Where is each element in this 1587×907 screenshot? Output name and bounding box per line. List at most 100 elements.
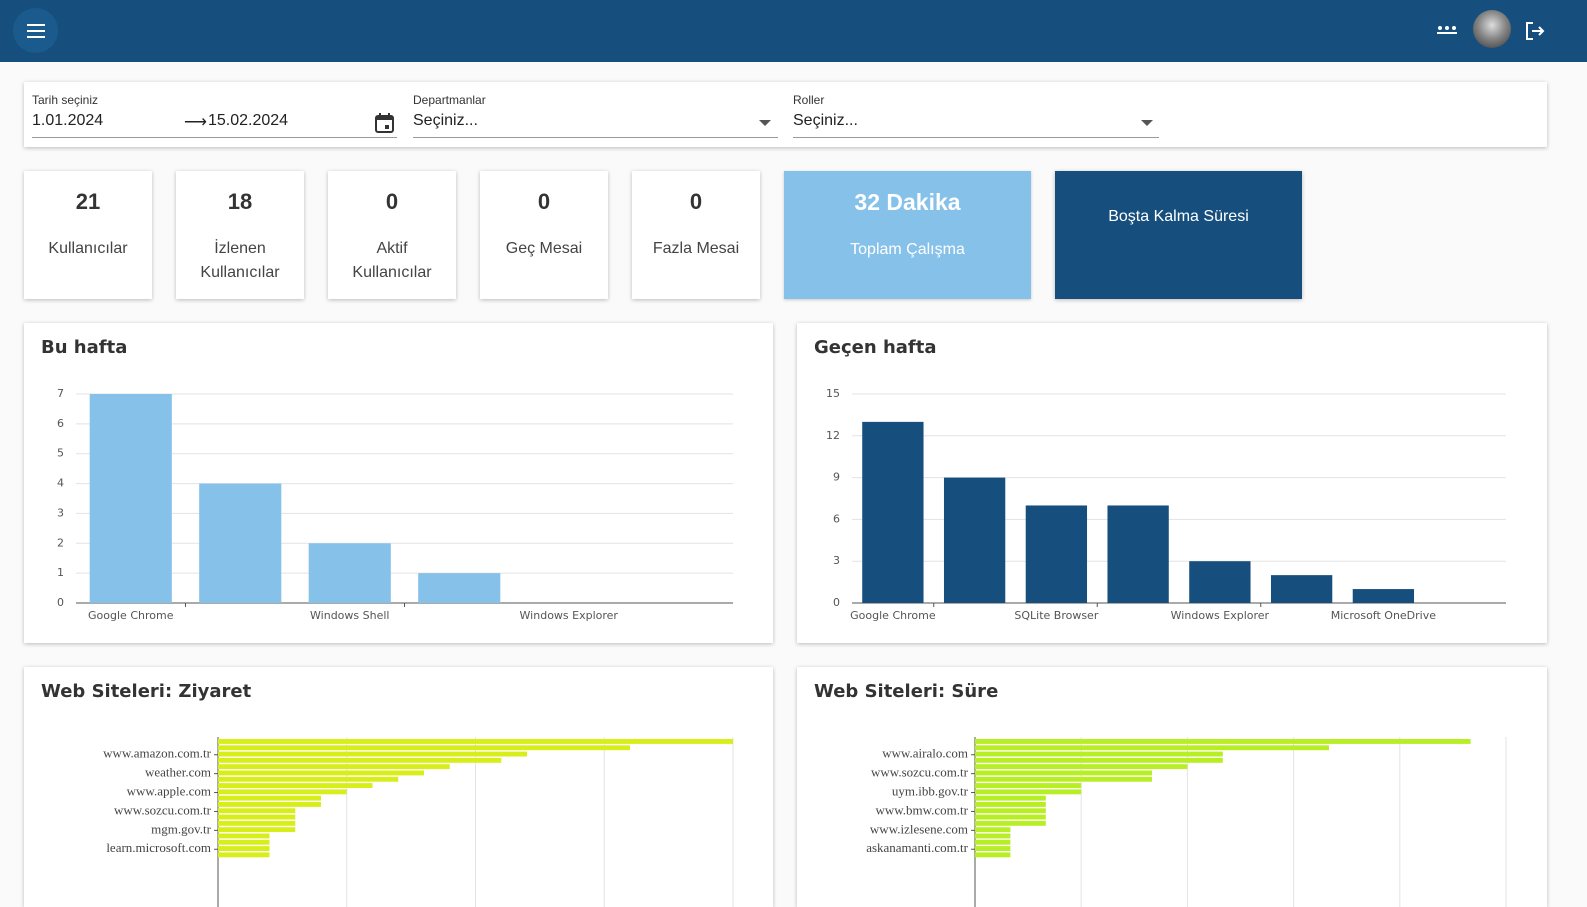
- date-underline: [32, 137, 397, 138]
- chart: 0 1 2 3 4 5 6 7 Google Chrome Windows Shell Window…: [57, 387, 733, 622]
- bar: [218, 783, 373, 788]
- idle-button[interactable]: Boşta Kalma Süresi: [1055, 171, 1302, 299]
- bar: [218, 739, 733, 744]
- stat-label: Geç Mesai: [505, 240, 583, 257]
- chart-card: Web Siteleri: Ziyaret www.amazon.com.tr we…: [24, 667, 773, 907]
- chart-card: Geçen hafta 0 3 6 9 12 15 Google Chrome SQLite B…: [797, 323, 1547, 643]
- menu-icon: [27, 24, 45, 38]
- x-tick-label: Microsoft OneDrive: [1331, 609, 1437, 622]
- chart-title: Web Siteleri: Süre: [814, 681, 999, 702]
- bar: [975, 814, 1046, 820]
- bar: [218, 795, 321, 801]
- y-tick-label: 0: [57, 596, 64, 609]
- bar: [1107, 505, 1169, 603]
- stat-card: 21 Kullanıcılar: [24, 171, 152, 299]
- y-tick-label: learn.microsoft.com: [106, 840, 211, 855]
- stat-value: 21: [75, 189, 101, 214]
- stat-value: 0: [689, 189, 703, 214]
- y-tick-label: 12: [826, 429, 840, 442]
- bar: [975, 739, 1471, 744]
- summary-label: Toplam Çalışma: [850, 241, 965, 258]
- bar: [199, 483, 282, 603]
- bar: [975, 776, 1152, 782]
- bar: [975, 827, 1011, 833]
- bar: [218, 802, 321, 807]
- bar: [218, 789, 347, 795]
- bar: [218, 833, 270, 839]
- x-tick-label: Google Chrome: [850, 609, 936, 622]
- bar: [218, 745, 630, 751]
- y-tick-label: 1: [57, 566, 64, 579]
- y-tick-label: www.sozcu.com.tr: [114, 802, 212, 817]
- bar: [975, 751, 1223, 757]
- bar: [218, 808, 296, 814]
- y-tick-label: weather.com: [145, 765, 211, 780]
- y-tick-label: 7: [57, 387, 64, 400]
- avatar[interactable]: [1473, 10, 1511, 48]
- bar: [975, 846, 1011, 851]
- y-tick-label: mgm.gov.tr: [151, 821, 211, 836]
- x-tick-label: Windows Explorer: [520, 609, 619, 622]
- bar: [418, 573, 501, 603]
- bar: [1025, 505, 1088, 603]
- bar: [975, 852, 1011, 858]
- bar: [1189, 561, 1251, 603]
- menu-button[interactable]: [13, 8, 58, 53]
- y-tick-label: askanamanti.com.tr: [866, 840, 968, 855]
- y-tick-label: www.airalo.com: [882, 746, 968, 761]
- y-tick-label: 2: [57, 536, 64, 549]
- y-tick-label: 6: [57, 417, 64, 430]
- bar: [975, 808, 1046, 814]
- summary-card: 32 Dakika Toplam Çalışma: [784, 171, 1031, 299]
- stat-value: 0: [537, 189, 551, 214]
- bar: [975, 795, 1046, 801]
- bar: [862, 421, 924, 603]
- departments-select[interactable]: Seçiniz...: [413, 112, 478, 129]
- y-tick-label: uym.ibb.gov.tr: [892, 784, 969, 799]
- bar: [308, 543, 391, 603]
- roles-label: Roller: [793, 93, 825, 107]
- bar: [975, 764, 1188, 770]
- stat-label: Kullanıcılar: [48, 240, 128, 257]
- departments-underline: [413, 137, 778, 138]
- stat-label: Fazla Mesai: [652, 240, 740, 257]
- chart-card: Web Siteleri: Süre www.airalo.com www.sozc…: [797, 667, 1547, 907]
- chart-title: Geçen hafta: [814, 337, 937, 358]
- bar: [89, 394, 172, 603]
- departments-label: Departmanlar: [413, 93, 486, 107]
- y-tick-label: www.apple.com: [127, 784, 211, 799]
- stat-card: 0 Aktif Kullanıcılar: [328, 171, 456, 299]
- bar: [1270, 575, 1333, 603]
- chart: www.amazon.com.tr weather.com www.apple.co…: [103, 737, 734, 907]
- chart-title: Bu hafta: [41, 337, 128, 358]
- bar: [218, 776, 399, 782]
- calendar-icon[interactable]: [374, 112, 396, 134]
- x-tick-label: Windows Explorer: [1171, 609, 1270, 622]
- bar: [218, 839, 270, 845]
- date-end[interactable]: 15.02.2024: [208, 112, 289, 129]
- date-start[interactable]: 1.01.2024: [32, 112, 104, 129]
- roles-select[interactable]: Seçiniz...: [793, 112, 858, 129]
- navbar: [0, 0, 1587, 62]
- roles-underline: [793, 137, 1159, 138]
- stat-label: İzlenen Kullanıcılar: [200, 240, 280, 281]
- chart-card: Bu hafta 0 1 2 3 4 5 6 7 Google Chrome Windows She…: [24, 323, 773, 643]
- bar: [975, 783, 1082, 788]
- stat-label: Aktif Kullanıcılar: [352, 240, 432, 281]
- stat-card: 0 Geç Mesai: [480, 171, 608, 299]
- y-tick-label: www.izlesene.com: [870, 821, 968, 836]
- x-tick-label: Windows Shell: [310, 609, 389, 622]
- stat-value: 0: [385, 189, 399, 214]
- more-icon[interactable]: [1436, 20, 1462, 40]
- logout-icon[interactable]: [1524, 20, 1546, 42]
- y-tick-label: 3: [57, 506, 64, 519]
- bar: [1352, 589, 1415, 603]
- bar: [975, 839, 1011, 845]
- x-tick-label: Google Chrome: [88, 609, 174, 622]
- bar: [975, 789, 1082, 795]
- stat-value: 18: [227, 189, 253, 214]
- bar: [218, 751, 527, 757]
- y-tick-label: 15: [826, 387, 840, 400]
- y-tick-label: 4: [57, 477, 64, 490]
